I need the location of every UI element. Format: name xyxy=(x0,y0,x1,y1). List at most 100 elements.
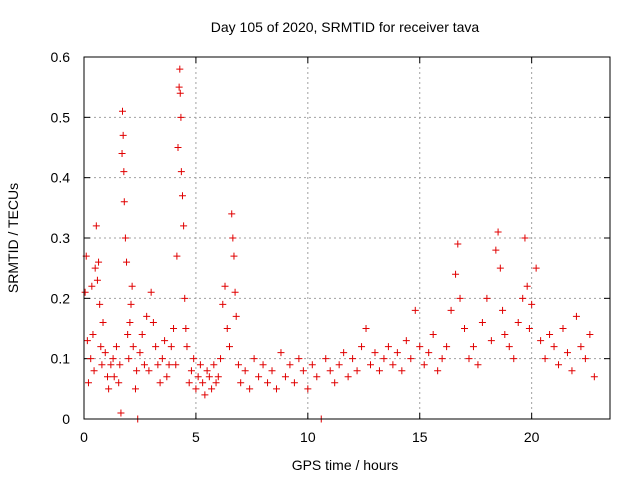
data-point xyxy=(176,89,184,97)
x-tick-label: 15 xyxy=(412,429,428,445)
chart-title: Day 105 of 2020, SRMTID for receiver tav… xyxy=(211,19,480,35)
data-point xyxy=(281,373,289,381)
data-point xyxy=(521,234,529,242)
data-point xyxy=(81,288,89,296)
data-point xyxy=(172,361,180,369)
data-point xyxy=(112,343,120,351)
data-point xyxy=(411,306,419,314)
data-point xyxy=(335,361,343,369)
data-point xyxy=(217,355,225,363)
data-point xyxy=(133,367,141,375)
x-tick-label: 5 xyxy=(192,429,200,445)
data-point xyxy=(87,355,95,363)
data-point xyxy=(140,361,148,369)
data-point xyxy=(203,367,211,375)
data-point xyxy=(550,343,558,351)
y-tick-label: 0 xyxy=(62,411,70,427)
data-point xyxy=(101,349,109,357)
data-point xyxy=(120,198,128,206)
data-point xyxy=(212,379,220,387)
data-point xyxy=(241,367,249,375)
data-point xyxy=(231,288,239,296)
axis-ticks: 0 5 10 15 20 0 0.1 0.2 0.3 0.4 0.5 0.6 xyxy=(51,49,610,445)
data-point xyxy=(541,355,549,363)
data-point xyxy=(313,373,321,381)
data-point xyxy=(402,337,410,345)
data-point xyxy=(434,367,442,375)
data-point xyxy=(208,385,216,393)
data-point xyxy=(109,355,117,363)
data-point xyxy=(389,361,397,369)
data-point xyxy=(138,331,146,339)
data-point xyxy=(182,325,190,332)
data-point xyxy=(237,379,245,387)
data-point xyxy=(286,361,294,369)
data-point xyxy=(98,361,106,369)
data-point xyxy=(115,379,123,387)
data-point xyxy=(187,367,195,375)
data-point xyxy=(546,331,554,339)
data-point xyxy=(219,300,227,308)
data-point xyxy=(380,355,388,363)
data-point xyxy=(478,318,486,326)
data-point xyxy=(568,367,576,375)
data-point xyxy=(107,361,115,369)
data-point xyxy=(183,343,191,351)
data-point xyxy=(443,343,451,351)
y-tick-label: 0.2 xyxy=(51,290,71,306)
data-point xyxy=(127,300,135,308)
data-point xyxy=(487,337,495,345)
data-point xyxy=(99,318,107,326)
data-point xyxy=(322,355,330,363)
data-point xyxy=(221,282,229,290)
data-point xyxy=(201,391,209,399)
data-point xyxy=(272,385,280,393)
y-tick-label: 0.4 xyxy=(51,170,71,186)
data-point xyxy=(420,361,428,369)
data-point xyxy=(177,168,185,176)
data-point xyxy=(308,361,316,369)
data-point xyxy=(407,355,415,363)
data-point xyxy=(532,264,540,272)
data-point xyxy=(505,343,513,351)
data-point xyxy=(131,385,139,393)
data-point xyxy=(129,343,137,351)
data-point xyxy=(586,331,594,339)
x-axis-label: GPS time / hours xyxy=(292,457,399,473)
data-point xyxy=(563,349,571,357)
data-point xyxy=(425,349,433,357)
data-point xyxy=(375,367,383,375)
data-point xyxy=(128,282,136,290)
data-point xyxy=(555,361,563,369)
data-point xyxy=(180,222,188,230)
data-point xyxy=(118,150,126,158)
data-point xyxy=(152,343,160,351)
data-point xyxy=(255,373,263,381)
data-point xyxy=(277,349,285,357)
data-point xyxy=(299,367,307,375)
data-point xyxy=(161,337,169,345)
data-point xyxy=(456,294,464,302)
data-point xyxy=(429,331,437,339)
data-point xyxy=(124,331,132,339)
data-point xyxy=(454,240,462,248)
data-point xyxy=(214,373,222,381)
data-point xyxy=(229,234,237,242)
data-point xyxy=(528,300,536,308)
data-point xyxy=(290,379,298,387)
data-point xyxy=(465,355,473,363)
data-point xyxy=(83,337,91,345)
data-point xyxy=(384,343,392,351)
data-point xyxy=(117,409,125,417)
data-point xyxy=(145,367,153,375)
data-point xyxy=(371,349,379,357)
y-axis-label: SRMTID / TECUs xyxy=(5,183,21,293)
data-point xyxy=(367,361,375,369)
data-point xyxy=(190,355,198,363)
data-point xyxy=(174,144,182,151)
data-point xyxy=(581,355,589,363)
data-point xyxy=(358,343,366,351)
data-point xyxy=(234,361,242,369)
data-point xyxy=(90,367,98,375)
data-point xyxy=(95,258,103,266)
